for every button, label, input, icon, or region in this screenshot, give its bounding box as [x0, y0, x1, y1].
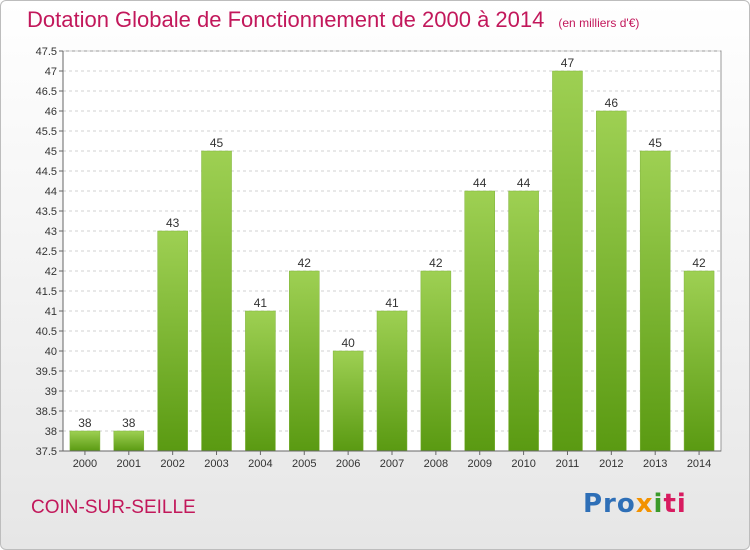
- x-tick-label: 2010: [511, 458, 535, 470]
- y-tick-label: 47.5: [36, 46, 57, 58]
- x-tick-label: 2001: [117, 458, 141, 470]
- bar-value-label: 42: [298, 256, 312, 270]
- x-tick-label: 2012: [599, 458, 623, 470]
- x-tick-label: 2009: [467, 458, 491, 470]
- y-tick-label: 44: [45, 186, 57, 198]
- y-tick-label: 44.5: [36, 166, 57, 178]
- bar: [552, 70, 583, 452]
- bar-value-label: 38: [122, 416, 136, 430]
- proxiti-logo: Proxiti: [583, 489, 687, 519]
- x-tick-label: 2007: [380, 458, 404, 470]
- bar: [113, 430, 145, 452]
- bar-value-label: 41: [254, 296, 268, 310]
- bar: [201, 150, 232, 452]
- y-tick-label: 41.5: [36, 286, 57, 298]
- bar-value-label: 42: [692, 256, 706, 270]
- y-tick-label: 45.5: [36, 126, 57, 138]
- bar-value-label: 45: [649, 136, 663, 150]
- x-tick-label: 2008: [424, 458, 448, 470]
- bar: [639, 150, 671, 452]
- chart-title: Dotation Globale de Fonctionnement de 20…: [27, 7, 639, 33]
- bar: [508, 190, 539, 452]
- bar: [69, 430, 101, 452]
- logo-part-2: x: [635, 489, 654, 519]
- y-tick-label: 46: [45, 106, 57, 118]
- logo-part-3: i: [653, 489, 664, 519]
- y-tick-label: 46.5: [36, 86, 57, 98]
- y-tick-label: 37.5: [36, 446, 57, 458]
- x-tick-label: 2011: [556, 458, 580, 470]
- y-tick-label: 41: [45, 306, 57, 318]
- y-tick-label: 40.5: [36, 326, 57, 338]
- y-tick-label: 43.5: [36, 206, 57, 218]
- x-tick-label: 2006: [336, 458, 360, 470]
- y-tick-label: 40: [45, 346, 57, 358]
- bar-value-label: 40: [341, 336, 355, 350]
- commune-name: COIN-SUR-SEILLE: [31, 497, 196, 518]
- y-tick-label: 42.5: [36, 246, 57, 258]
- bar-value-label: 45: [210, 136, 224, 150]
- y-tick-label: 45: [45, 146, 57, 158]
- chart-unit: (en milliers d'€): [558, 16, 640, 30]
- bar: [289, 270, 320, 452]
- y-tick-label: 47: [45, 66, 57, 78]
- bar-value-label: 41: [385, 296, 399, 310]
- x-tick-label: 2003: [204, 458, 228, 470]
- bar-value-label: 43: [166, 216, 180, 230]
- bar-value-label: 44: [517, 176, 531, 190]
- bar: [245, 310, 276, 452]
- bar: [332, 350, 364, 452]
- x-tick-label: 2014: [687, 458, 711, 470]
- bar: [157, 230, 188, 452]
- y-tick-label: 38: [45, 426, 57, 438]
- y-tick-label: 42: [45, 266, 57, 278]
- bar: [376, 310, 408, 452]
- bar: [683, 270, 715, 452]
- x-tick-label: 2002: [160, 458, 184, 470]
- bar-value-label: 44: [473, 176, 487, 190]
- logo-part-1: Pro: [583, 489, 636, 519]
- bar: [464, 190, 495, 452]
- y-tick-label: 39: [45, 386, 57, 398]
- y-tick-label: 43: [45, 226, 57, 238]
- logo-part-4: ti: [663, 489, 687, 519]
- bar: [596, 110, 627, 452]
- x-tick-label: 2004: [248, 458, 272, 470]
- x-tick-label: 2000: [73, 458, 97, 470]
- bar-value-label: 38: [78, 416, 92, 430]
- y-tick-label: 39.5: [36, 366, 57, 378]
- bar: [420, 270, 452, 452]
- bar-value-label: 47: [561, 56, 575, 70]
- bar-value-label: 42: [429, 256, 443, 270]
- x-tick-label: 2005: [292, 458, 316, 470]
- bar-value-label: 46: [605, 96, 619, 110]
- x-tick-label: 2013: [643, 458, 667, 470]
- chart-title-text: Dotation Globale de Fonctionnement de 20…: [27, 7, 545, 32]
- y-tick-label: 38.5: [36, 406, 57, 418]
